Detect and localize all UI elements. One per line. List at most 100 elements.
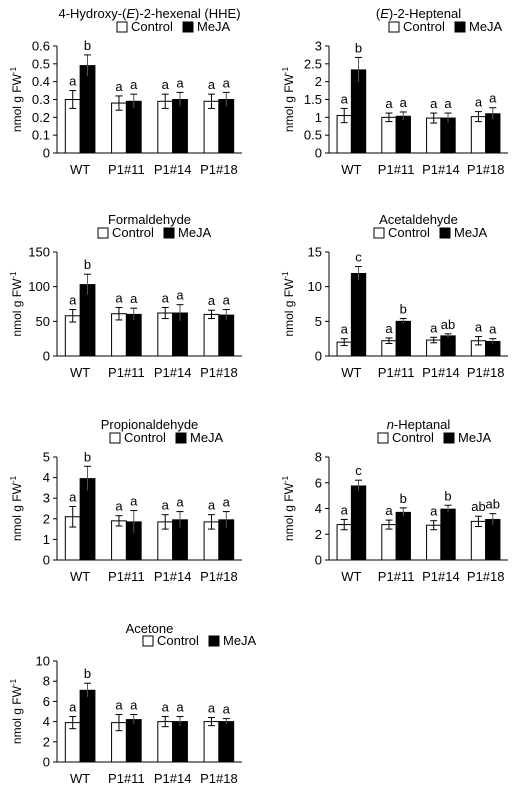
y-tick-label: 2 <box>315 74 322 89</box>
legend-label-control: Control <box>112 225 154 240</box>
y-axis-label-main: nmol g FW <box>10 482 24 541</box>
y-tick-label: 4 <box>315 501 322 516</box>
significance-label: a <box>400 95 408 110</box>
legend-swatch-meja <box>182 21 194 33</box>
significance-label: a <box>208 498 216 513</box>
significance-label: a <box>385 321 393 336</box>
x-tick-label: P1#18 <box>467 162 505 177</box>
significance-label: a <box>130 698 138 713</box>
bar-control <box>203 721 220 763</box>
y-axis-label-main: nmol g FW <box>10 73 24 132</box>
significance-label: a <box>115 698 123 713</box>
chart-title-part: Formaldehyde <box>108 212 191 227</box>
bar-meja <box>440 508 456 561</box>
y-tick-label: 8 <box>43 674 50 689</box>
significance-label: a <box>130 494 138 509</box>
y-tick-label: 6 <box>315 475 322 490</box>
y-tick-label: 2 <box>315 527 322 542</box>
significance-label: a <box>69 74 77 89</box>
chart-title-part: Acetone <box>126 621 174 636</box>
y-tick-label: 0.3 <box>32 92 50 107</box>
chart-title-part: )-2-Heptenal <box>389 6 461 21</box>
x-tick-label: WT <box>70 771 90 786</box>
chart-title: Propionaldehyde <box>101 417 199 432</box>
significance-label: a <box>130 291 138 306</box>
y-tick-label: 0 <box>315 349 322 364</box>
legend: Control MeJA <box>377 430 492 445</box>
x-tick-label: P1#14 <box>154 569 192 584</box>
x-tick-label: P1#11 <box>108 365 145 380</box>
y-axis-label-sup: -1 <box>281 66 290 74</box>
significance-label: a <box>475 320 483 335</box>
y-axis-label-main: nmol g FW <box>282 278 296 337</box>
significance-label: b <box>84 257 91 272</box>
chart-title: n-Heptanal <box>387 417 451 432</box>
y-tick-label: 0 <box>315 146 322 161</box>
legend-label-control: Control <box>388 225 430 240</box>
x-tick-label: P1#11 <box>108 162 145 177</box>
legend-label-control: Control <box>124 430 166 445</box>
y-tick-label: 5 <box>315 314 322 329</box>
bar-control <box>157 312 174 357</box>
significance-label: a <box>115 290 123 305</box>
legend-label-control: Control <box>392 430 434 445</box>
bar-meja <box>218 314 235 357</box>
significance-label: a <box>444 96 452 111</box>
significance-label: a <box>341 502 349 517</box>
bar-meja <box>395 320 411 357</box>
x-tick-label: P1#18 <box>467 569 505 584</box>
legend-swatch-control <box>109 432 121 444</box>
chart-title: Formaldehyde <box>108 212 191 227</box>
y-tick-label: 0.2 <box>32 110 50 125</box>
bar-meja <box>125 100 142 154</box>
bar-control <box>381 116 397 154</box>
y-tick-label: 0 <box>43 553 50 568</box>
significance-label: a <box>115 499 123 514</box>
legend-swatch-control <box>377 432 389 444</box>
x-tick-label: P1#18 <box>467 365 505 380</box>
significance-label: a <box>69 489 77 504</box>
bar-control <box>381 524 397 561</box>
y-axis-label: nmol g FW-1 <box>281 66 296 132</box>
significance-label: a <box>69 293 77 308</box>
y-axis-label-sup: -1 <box>9 678 18 686</box>
legend-swatch-control <box>388 21 400 33</box>
significance-label: a <box>162 700 170 715</box>
significance-label: b <box>400 491 407 506</box>
chart-title: (E)-2-Heptenal <box>376 6 461 21</box>
legend: Control MeJA <box>97 225 212 240</box>
y-tick-label: 0.5 <box>32 56 50 71</box>
significance-label: a <box>223 495 231 510</box>
significance-label: a <box>385 96 393 111</box>
bar-meja <box>395 115 411 154</box>
significance-label: ab <box>471 499 485 514</box>
y-tick-label: 2 <box>43 734 50 749</box>
y-axis-label-sup: -1 <box>9 475 18 483</box>
y-tick-label: 4 <box>43 470 50 485</box>
x-tick-label: P1#11 <box>378 569 415 584</box>
y-tick-label: 15 <box>308 245 322 260</box>
x-tick-label: WT <box>341 365 361 380</box>
chart-title-part: )-2-hexenal (HHE) <box>135 6 240 21</box>
y-axis-label: nmol g FW-1 <box>9 66 24 132</box>
bar-meja <box>218 721 235 763</box>
legend-swatch-meja <box>208 635 220 647</box>
legend-swatch-meja <box>454 21 466 33</box>
bar-meja <box>395 511 411 561</box>
y-tick-label: 150 <box>28 245 50 260</box>
legend-label-meja: MeJA <box>223 633 257 648</box>
x-tick-label: WT <box>70 365 90 380</box>
y-tick-label: 0.6 <box>32 39 50 54</box>
significance-label: a <box>176 75 184 90</box>
legend-label-meja: MeJA <box>458 430 492 445</box>
y-axis-label-sup: -1 <box>281 271 290 279</box>
bar-meja <box>125 719 142 763</box>
significance-label: a <box>341 91 349 106</box>
y-axis-label-main: nmol g FW <box>282 73 296 132</box>
significance-label: a <box>430 320 438 335</box>
chart-title: 4-Hydroxy-(E)-2-hexenal (HHE) <box>58 6 240 21</box>
